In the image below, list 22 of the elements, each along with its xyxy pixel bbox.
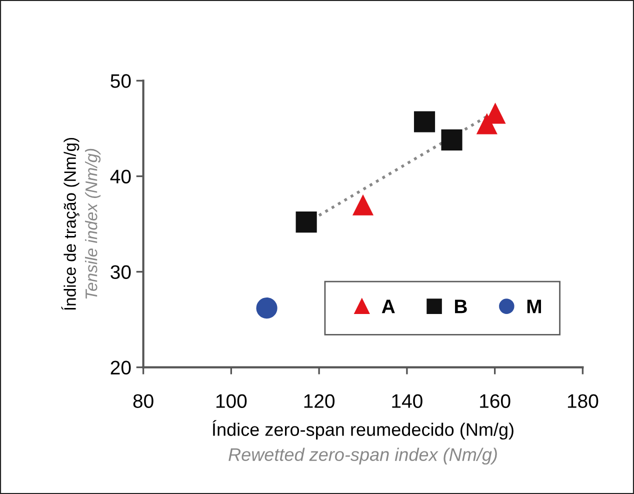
y-tick-label: 30	[110, 265, 131, 280]
point	[296, 212, 317, 233]
x-tick-label: 180	[568, 394, 598, 408]
x-tick-label: 120	[304, 394, 335, 408]
point	[256, 298, 278, 319]
y-axis-title: Índice de tração (Nm/g)	[61, 138, 80, 310]
legend-label: A	[382, 300, 395, 314]
y-tick-label: 20	[110, 360, 131, 375]
x-tick-label: 80	[133, 394, 154, 408]
text: Rewetted zero-span index (Nm/g)	[228, 448, 497, 465]
x-axis-title: Índice zero-span reumedecido (Nm/g)	[212, 420, 514, 440]
text: Tensile index (Nm/g)	[85, 148, 101, 299]
point	[352, 194, 374, 216]
x-tick-label: 100	[216, 394, 247, 408]
legend-label: B	[455, 300, 467, 314]
point	[414, 111, 436, 132]
x-tick-label: 160	[480, 394, 510, 408]
x-tick-label: 140	[392, 394, 422, 408]
legend-label: M	[527, 300, 541, 314]
y-tick-label: 50	[110, 74, 131, 88]
y-tick-label: 40	[110, 170, 131, 184]
point	[441, 129, 462, 150]
